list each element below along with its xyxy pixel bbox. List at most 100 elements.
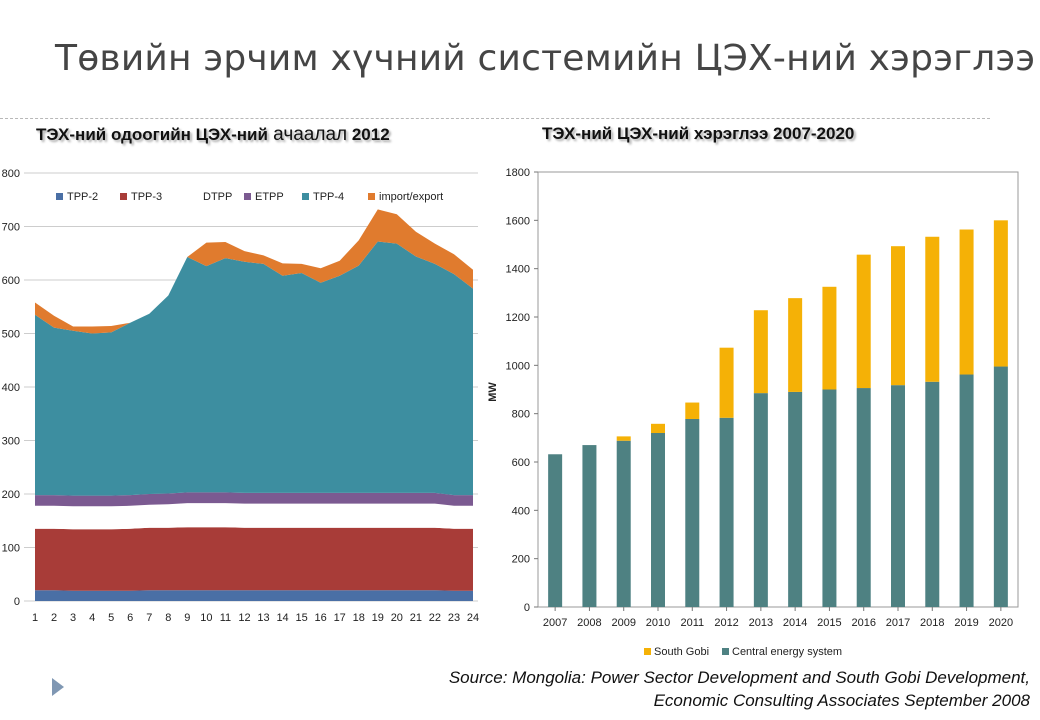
legend-label-5: import/export (379, 191, 443, 203)
left-x-tick: 18 (353, 612, 365, 624)
legend-label-1: TPP-3 (131, 191, 162, 203)
bar-south-gobi (856, 254, 871, 389)
slide-title: Төвийн эрчим хүчний системийн ЦЭХ-ний хэ… (55, 38, 1036, 79)
bar-south-gobi (959, 229, 974, 375)
right-legend-swatch-0 (722, 648, 729, 655)
left-x-tick: 3 (70, 612, 76, 624)
left-x-tick: 21 (410, 612, 422, 624)
right-y-tick: 1400 (506, 264, 530, 276)
right-x-tick: 2015 (817, 617, 841, 629)
right-legend-label-0: Central energy system (732, 646, 842, 658)
left-x-tick: 13 (257, 612, 269, 624)
legend-label-3: ETPP (255, 191, 284, 203)
left-y-tick: 100 (2, 543, 20, 555)
left-chart-title: ТЭХ-ний одоогийн ЦЭХ-ний ачаалал 2012 (36, 124, 390, 146)
left-y-tick: 500 (2, 329, 20, 341)
bar-central (788, 391, 803, 607)
consumption-bar-chart: 0 200 400 600 800 1000 1200 1400 1600 1800 MW 2007 2… (487, 167, 1019, 658)
left-x-tick: 5 (108, 612, 114, 624)
left-x-tick: 14 (276, 612, 288, 624)
bar-south-gobi (822, 286, 837, 390)
bar-south-gobi (753, 310, 768, 394)
area-series-4 (35, 241, 473, 496)
left-x-tick: 23 (448, 612, 460, 624)
bar-central (993, 366, 1008, 607)
left-x-tick: 7 (146, 612, 152, 624)
bar-central (822, 389, 837, 607)
right-x-tick: 2010 (646, 617, 670, 629)
legend-label-4: TPP-4 (313, 191, 344, 203)
left-x-tick: 24 (467, 612, 479, 624)
left-x-tick: 15 (295, 612, 307, 624)
play-icon[interactable] (52, 678, 64, 696)
right-x-tick: 2014 (783, 617, 807, 629)
source-note: Source: Mongolia: Power Sector Developme… (449, 666, 1030, 712)
right-y-tick: 400 (512, 505, 530, 517)
right-chart-title: ТЭХ-ний ЦЭХ-ний хэрэглээ 2007-2020 (542, 124, 855, 143)
bar-south-gobi (616, 436, 631, 441)
area-series-3 (35, 492, 473, 507)
right-x-tick: 2020 (989, 617, 1013, 629)
left-chart-title-part-2: ачаалал (267, 124, 348, 145)
right-y-tick: 1600 (506, 215, 530, 227)
right-y-axis-label: MW (487, 382, 499, 402)
right-x-tick: 2016 (851, 617, 875, 629)
left-x-tick: 10 (200, 612, 212, 624)
source-box (385, 664, 1035, 716)
right-x-tick: 2011 (680, 617, 704, 629)
title-divider (0, 118, 990, 119)
right-y-tick: 0 (524, 602, 530, 614)
right-x-tick: 2008 (577, 617, 601, 629)
source-line-2: Economic Consulting Associates September… (653, 691, 1030, 710)
legend-swatch-5 (368, 193, 375, 200)
source-line-1: Source: Mongolia: Power Sector Developme… (448, 668, 1030, 687)
legend-label-2: DTPP (203, 191, 232, 203)
area-series-5 (35, 209, 473, 334)
area-series-0 (35, 590, 473, 601)
right-y-tick: 600 (512, 457, 530, 469)
left-chart-title-part-1: ТЭХ-ний одоогийн ЦЭХ-ний (36, 125, 268, 144)
right-x-tick: 2007 (543, 617, 567, 629)
bar-south-gobi (993, 220, 1008, 367)
left-y-tick: 800 (2, 168, 20, 180)
bar-central (685, 418, 700, 607)
legend-swatch-0 (56, 193, 63, 200)
right-y-tick: 200 (512, 554, 530, 566)
right-plot-frame (537, 171, 1019, 608)
bar-central (959, 374, 974, 607)
area-series-1 (35, 527, 473, 591)
right-y-tick: 1800 (506, 167, 530, 179)
bar-central (719, 417, 734, 607)
area-series-2 (35, 503, 473, 530)
right-x-tick: 2009 (611, 617, 635, 629)
bar-central (925, 381, 940, 607)
left-x-tick: 2 (51, 612, 57, 624)
bar-central (856, 388, 871, 607)
left-chart-title-part-3: 2012 (347, 125, 390, 144)
right-y-tick: 800 (512, 409, 530, 421)
left-y-tick: 300 (2, 436, 20, 448)
right-x-tick: 2019 (954, 617, 978, 629)
left-x-tick: 6 (127, 612, 133, 624)
left-y-tick: 700 (2, 222, 20, 234)
bar-central (616, 440, 631, 607)
bar-south-gobi (891, 246, 905, 386)
right-legend-swatch-1 (644, 648, 651, 655)
bar-south-gobi (685, 402, 700, 419)
left-x-tick: 4 (89, 612, 95, 624)
legend-swatch-3 (244, 193, 251, 200)
bar-south-gobi (651, 423, 665, 433)
bar-central (548, 454, 563, 607)
left-x-tick: 1 (32, 612, 38, 624)
right-legend-label-1: South Gobi (654, 646, 709, 658)
left-x-tick: 22 (429, 612, 441, 624)
left-x-tick: 11 (220, 612, 231, 624)
left-x-tick: 20 (391, 612, 403, 624)
right-x-tick: 2013 (749, 617, 773, 629)
left-y-tick: 600 (2, 275, 20, 287)
bar-central (651, 433, 665, 607)
bar-central (582, 445, 597, 607)
bar-south-gobi (719, 347, 734, 418)
left-x-tick: 17 (334, 612, 346, 624)
left-x-tick: 16 (315, 612, 327, 624)
